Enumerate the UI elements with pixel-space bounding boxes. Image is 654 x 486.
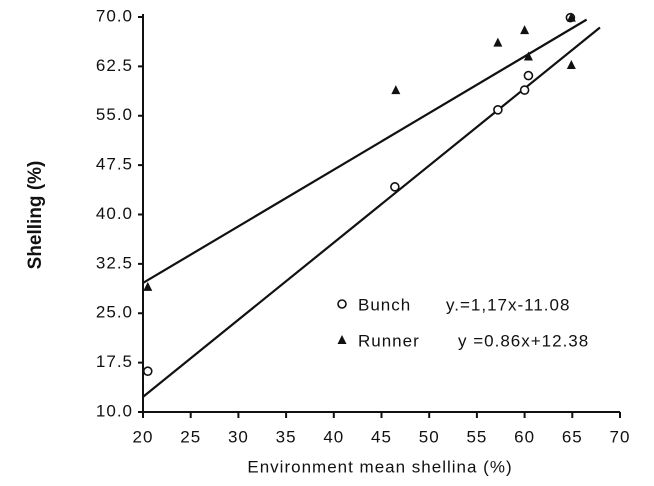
point — [143, 281, 153, 291]
point — [523, 51, 533, 61]
legend-marker — [337, 335, 347, 344]
x-tick-label: 45 — [371, 427, 392, 446]
y-tick-label: 32.5 — [96, 253, 133, 272]
point — [523, 70, 534, 81]
y-tick-label: 17.5 — [96, 352, 133, 371]
legend-label: Runner — [358, 331, 420, 350]
x-tick-label: 60 — [514, 427, 535, 446]
y-tick-label: 10.0 — [96, 401, 133, 420]
point — [390, 182, 400, 192]
y-tick-label: 55.0 — [96, 105, 133, 124]
x-axis-label: Environment mean shellina (%) — [247, 457, 512, 476]
x-tick-label: 70 — [610, 427, 631, 446]
y-tick-label: 25.0 — [96, 303, 133, 322]
x-tick-label: 25 — [180, 427, 201, 446]
fit-line — [142, 18, 588, 284]
legend-equation: y =0.86x+12.38 — [458, 331, 589, 350]
x-tick-label: 35 — [276, 427, 297, 446]
point — [391, 85, 401, 95]
point — [493, 37, 503, 47]
y-tick-label: 70.0 — [96, 6, 133, 25]
legend-equation: y.=1,17x-11.08 — [446, 295, 570, 314]
x-tick-label: 40 — [323, 427, 344, 446]
x-tick-label: 55 — [466, 427, 487, 446]
point — [493, 105, 503, 115]
x-tick-label: 30 — [228, 427, 249, 446]
x-tick-label: 65 — [562, 427, 583, 446]
point — [520, 25, 530, 35]
point — [566, 60, 576, 70]
x-tick-label: 20 — [133, 427, 154, 446]
y-axis-label: Shelling (%) — [25, 161, 46, 270]
y-tick-label: 62.5 — [96, 56, 133, 75]
legend-marker — [337, 299, 347, 309]
legend-label: Bunch — [358, 295, 411, 314]
x-tick-label: 50 — [419, 427, 440, 446]
point — [142, 366, 153, 376]
y-tick-label: 40.0 — [96, 204, 133, 223]
point — [519, 85, 530, 95]
y-tick-label: 47.5 — [96, 155, 133, 174]
point — [566, 12, 576, 22]
